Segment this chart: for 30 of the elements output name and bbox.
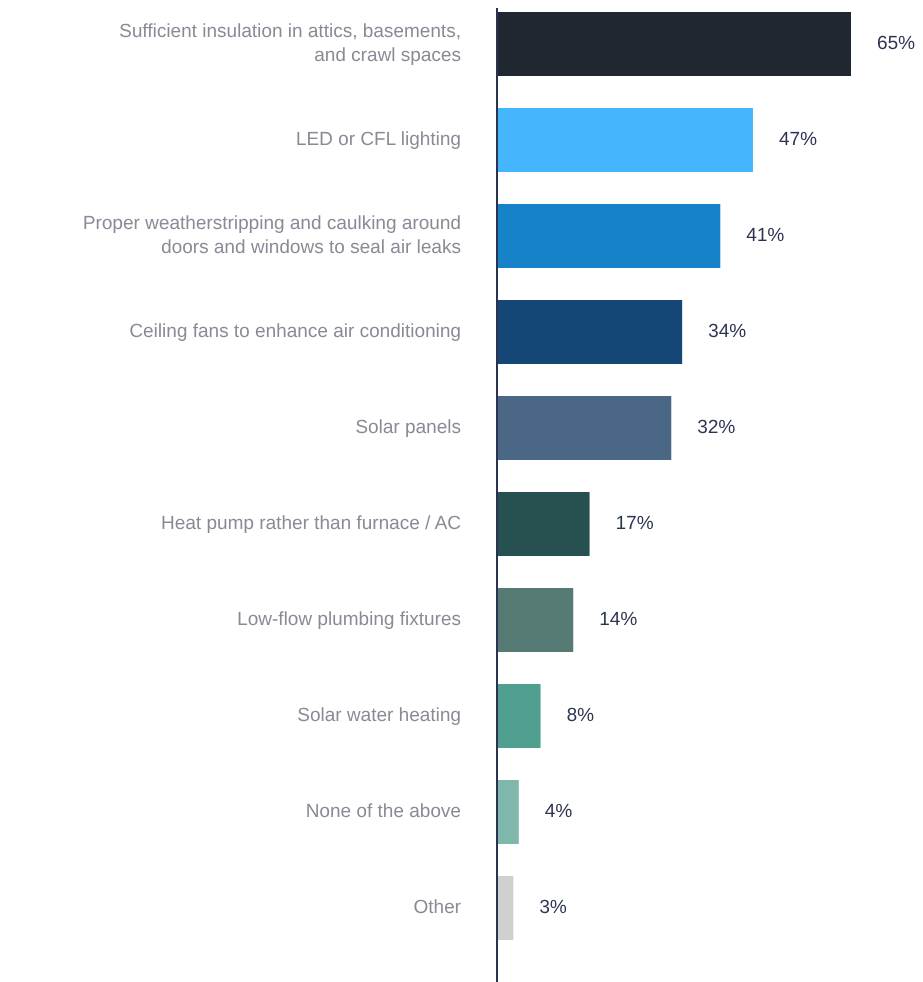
data-label: 14% [599, 609, 638, 630]
bar [497, 684, 541, 748]
data-label: 3% [539, 897, 567, 918]
bar [497, 588, 574, 652]
data-label: 34% [708, 321, 746, 342]
data-label: 41% [746, 225, 784, 246]
y-tick-label: Heat pump rather than furnace / AC [161, 513, 461, 534]
y-tick-label: Solar panels [355, 417, 461, 438]
y-tick-label: Other [413, 897, 462, 918]
bar [497, 12, 851, 76]
y-tick-label: Proper weatherstripping and caulking around doors and windows to seal air leaks [82, 213, 461, 258]
bar [497, 492, 590, 556]
bar [497, 108, 753, 172]
data-label: 32% [697, 417, 736, 438]
y-tick-label: LED or CFL lighting [296, 129, 461, 150]
data-label: 4% [544, 801, 572, 822]
y-tick-label: Low-flow plumbing fixtures [237, 609, 461, 630]
bar [497, 396, 672, 460]
y-tick-label: Sufficient insulation in attics, basements, and crawl spaces [119, 21, 461, 66]
data-label: 17% [616, 513, 654, 534]
bar [497, 876, 514, 940]
bar [497, 780, 519, 844]
bar [497, 204, 720, 268]
data-label: 65% [877, 33, 916, 54]
data-label: 47% [778, 129, 818, 150]
y-tick-label: None of the above [306, 801, 461, 822]
y-tick-label: Solar water heating [297, 705, 461, 726]
bar [497, 300, 682, 364]
y-tick-label: Ceiling fans to enhance air conditioning [129, 321, 461, 342]
data-label: 8% [566, 705, 594, 726]
